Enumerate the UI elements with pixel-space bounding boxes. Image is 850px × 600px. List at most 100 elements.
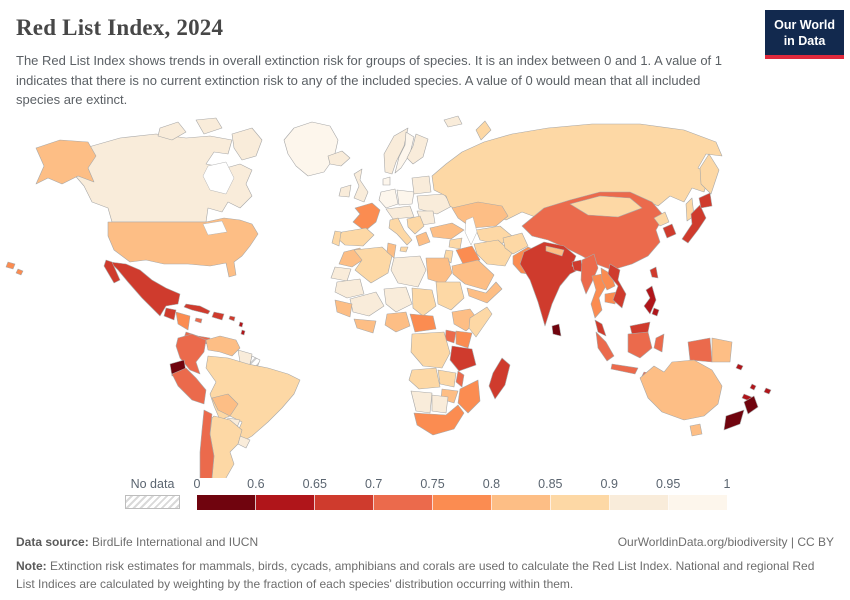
country-solomon-islands[interactable] [735, 363, 744, 371]
country-alaska[interactable] [35, 139, 97, 185]
country-syria[interactable] [448, 237, 463, 250]
country-kenya[interactable] [455, 330, 473, 349]
country-portugal[interactable] [331, 230, 342, 247]
country-spain[interactable] [336, 227, 375, 247]
country-mali[interactable] [349, 291, 385, 317]
country-yemen-oman[interactable] [466, 281, 503, 304]
owid-url-link[interactable]: OurWorldinData.org/biodiversity | CC BY [617, 535, 834, 549]
country-vanuatu[interactable] [749, 383, 757, 391]
country-italy[interactable] [388, 217, 413, 246]
owid-logo[interactable]: Our World in Data [765, 10, 844, 59]
country-kamchatka[interactable] [699, 153, 720, 195]
country-papua-new-guinea[interactable] [711, 337, 733, 363]
country-libya[interactable] [390, 255, 427, 288]
country-uk[interactable] [353, 168, 369, 203]
country-fiji[interactable] [763, 387, 772, 395]
country-nigeria[interactable] [384, 311, 411, 333]
country-vietnam[interactable] [607, 263, 627, 309]
country-australia[interactable] [639, 359, 723, 421]
country-ukraine[interactable] [416, 193, 453, 215]
country-canada-arctic-1[interactable] [157, 121, 187, 141]
legend-bin-2[interactable] [315, 495, 374, 510]
country-namibia[interactable] [410, 390, 433, 414]
country-hispaniola[interactable] [211, 311, 225, 321]
country-dr-congo[interactable] [410, 331, 451, 369]
country-algeria[interactable] [353, 246, 393, 284]
country-bolivia[interactable] [211, 393, 239, 417]
country-madagascar[interactable] [488, 357, 511, 400]
country-india[interactable] [519, 241, 579, 327]
country-indonesia-sulawesi[interactable] [653, 333, 665, 353]
country-new-zealand-north[interactable] [743, 395, 759, 415]
country-novaya-zemlya[interactable] [475, 120, 492, 141]
country-indonesia-java[interactable] [610, 363, 639, 375]
country-nepal[interactable] [545, 245, 565, 257]
country-afghanistan[interactable] [502, 232, 529, 255]
country-denmark[interactable] [382, 176, 391, 186]
country-lesser-antilles-2[interactable] [240, 329, 246, 336]
country-greece[interactable] [415, 231, 431, 247]
country-peru[interactable] [171, 367, 207, 405]
country-chad[interactable] [411, 287, 437, 317]
country-france[interactable] [352, 202, 381, 232]
country-senegal-guinea[interactable] [334, 299, 353, 318]
country-belarus-baltics[interactable] [411, 175, 432, 195]
country-angola[interactable] [408, 367, 441, 390]
country-turkey[interactable] [429, 222, 465, 240]
country-south-korea[interactable] [662, 223, 677, 239]
country-malaysia-peninsula[interactable] [594, 319, 607, 337]
country-baja[interactable] [103, 259, 121, 284]
country-jamaica[interactable] [194, 317, 203, 324]
country-mozambique[interactable] [457, 379, 481, 414]
country-indonesia-papua[interactable] [687, 337, 713, 363]
country-cameroon-car[interactable] [409, 313, 437, 333]
country-ivory-coast-ghana[interactable] [353, 318, 377, 334]
legend-bin-0[interactable] [197, 495, 256, 510]
country-lesser-antilles[interactable] [238, 321, 244, 328]
country-central-europe[interactable] [385, 205, 415, 220]
legend-bin-5[interactable] [492, 495, 551, 510]
country-finland[interactable] [406, 133, 429, 165]
country-niger[interactable] [383, 286, 413, 313]
country-botswana[interactable] [431, 394, 449, 414]
country-kazakhstan[interactable] [451, 201, 509, 229]
legend-bin-1[interactable] [256, 495, 315, 510]
country-myanmar[interactable] [580, 253, 599, 295]
legend-bin-7[interactable] [610, 495, 669, 510]
country-iraq[interactable] [455, 245, 481, 265]
country-greenland[interactable] [283, 121, 339, 177]
country-sicily[interactable] [399, 246, 409, 253]
country-hawaii-2[interactable] [15, 268, 24, 276]
country-taiwan[interactable] [649, 266, 659, 279]
country-mexico[interactable] [109, 261, 181, 317]
country-tanzania[interactable] [449, 345, 477, 372]
country-philippines[interactable] [643, 285, 657, 315]
legend-bin-6[interactable] [551, 495, 610, 510]
country-south-africa[interactable] [413, 404, 465, 436]
country-venezuela[interactable] [205, 335, 241, 357]
legend-bin-3[interactable] [374, 495, 433, 510]
country-indonesia-sumatra[interactable] [595, 331, 615, 362]
country-japan[interactable] [681, 204, 707, 244]
country-ireland[interactable] [338, 184, 352, 198]
country-guatemala[interactable] [163, 307, 177, 321]
country-somalia[interactable] [468, 306, 493, 338]
country-mauritania[interactable] [334, 278, 365, 299]
country-balkans[interactable] [406, 215, 425, 235]
country-jordan-israel[interactable] [443, 249, 454, 264]
country-mongolia[interactable] [569, 195, 643, 218]
country-honduras-nicaragua[interactable] [175, 311, 191, 331]
country-sri-lanka[interactable] [551, 323, 562, 337]
country-cuba[interactable] [183, 303, 211, 315]
country-new-zealand-south[interactable] [723, 409, 745, 431]
country-hawaii[interactable] [5, 261, 16, 270]
country-philippines-mindanao[interactable] [651, 307, 660, 317]
country-japan-hokkaido[interactable] [698, 192, 713, 209]
country-sudan[interactable] [435, 281, 465, 311]
legend-bin-8[interactable] [669, 495, 727, 510]
country-canada[interactable] [63, 133, 253, 223]
legend-no-data-swatch[interactable] [125, 495, 180, 509]
country-egypt[interactable] [425, 257, 453, 285]
country-norway[interactable] [383, 127, 409, 175]
legend-bin-4[interactable] [433, 495, 492, 510]
